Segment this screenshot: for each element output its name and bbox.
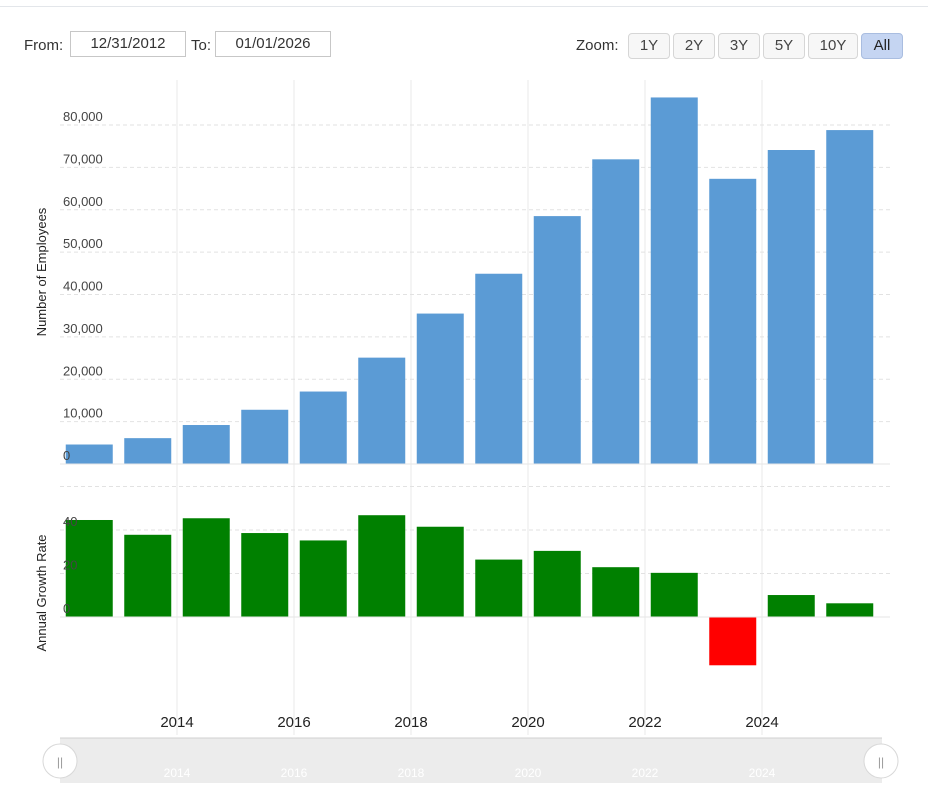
navigator-left-handle-grip: || [57,755,63,769]
growth-bar[interactable] [709,617,757,666]
employees-y-tick-label: 40,000 [63,279,103,294]
x-tick-label: 2022 [628,714,661,731]
employees-bar[interactable] [709,178,757,464]
navigator-tick-label: 2016 [281,766,308,780]
employees-y-tick-label: 80,000 [63,109,103,124]
growth-bar[interactable] [533,550,581,617]
employees-bar[interactable] [241,409,289,464]
employees-bar[interactable] [65,444,113,464]
x-tick-labels: 2014 2016 2018 2020 2022 2024 [160,714,778,731]
employees-y-tick-label: 50,000 [63,236,103,251]
x-tick-label: 2018 [394,714,427,731]
employees-y-tick-labels: 0 10,000 20,000 30,000 40,000 50,000 60,000 70,… [63,109,103,463]
employees-bar[interactable] [650,97,698,465]
growth-bar[interactable] [182,518,230,617]
navigator-right-handle[interactable]: || [863,743,899,779]
employees-y-tick-label: 60,000 [63,194,103,209]
growth-bar[interactable] [241,533,289,617]
from-date-input[interactable]: 12/31/2012 [70,31,186,57]
zoom-2y-button[interactable]: 2Y [673,33,715,59]
x-tick-label: 2016 [277,714,310,731]
growth-bar[interactable] [650,572,698,617]
navigator-right-handle-grip: || [878,755,884,769]
x-gridlines [176,80,763,735]
growth-y-tick-label: 20 [63,558,77,573]
growth-y-gridlines [60,486,890,574]
growth-bar[interactable] [416,526,464,617]
employees-y-tick-label: 20,000 [63,363,103,378]
navigator-tick-labels: 2014 2016 2018 2020 2022 2024 [164,766,776,780]
range-selector: From: 12/31/2012 To: 01/01/2026 Zoom: 1Y… [0,30,928,62]
growth-y-axis-label: Annual Growth Rate [34,534,49,651]
to-label: To: [191,37,212,54]
navigator-tick-label: 2014 [164,766,191,780]
employees-y-tick-label: 10,000 [63,406,103,421]
to-date-input[interactable]: 01/01/2026 [215,31,331,57]
growth-y-tick-labels: 0 20 40 [63,514,77,616]
navigator-left-handle[interactable]: || [42,743,78,779]
employees-bar[interactable] [826,130,874,464]
employees-y-gridlines [60,124,890,423]
navigator-tick-label: 2024 [749,766,776,780]
growth-bars [65,515,874,666]
x-tick-label: 2020 [511,714,544,731]
employees-bar[interactable] [533,216,581,464]
zoom-3y-button[interactable]: 3Y [718,33,760,59]
employees-bar[interactable] [475,273,523,464]
employees-y-tick-label: 30,000 [63,321,103,336]
employees-bar[interactable] [182,425,230,464]
growth-bar[interactable] [299,540,347,617]
growth-y-tick-label: 0 [63,601,70,616]
zoom-5y-button[interactable]: 5Y [763,33,805,59]
zoom-10y-button[interactable]: 10Y [808,33,858,59]
employees-bar[interactable] [767,150,815,464]
employees-bar[interactable] [124,438,172,464]
from-label: From: [24,37,64,54]
navigator-tick-label: 2022 [632,766,659,780]
employees-bar[interactable] [592,159,640,465]
growth-bar[interactable] [358,515,406,617]
employees-y-tick-label: 0 [63,448,70,463]
navigator-tick-label: 2018 [398,766,425,780]
employees-y-axis-label: Number of Employees [34,207,49,336]
employees-bar[interactable] [416,313,464,464]
employees-bar[interactable] [358,357,406,464]
growth-bar[interactable] [124,534,172,617]
zoom-label: Zoom: [576,37,619,54]
zoom-1y-button[interactable]: 1Y [628,33,670,59]
x-tick-label: 2024 [745,714,778,731]
growth-bar[interactable] [826,603,874,617]
employees-bars [65,97,874,465]
zoom-all-button[interactable]: All [861,33,903,59]
x-tick-label: 2014 [160,714,193,731]
top-border [0,6,928,7]
growth-y-tick-label: 40 [63,514,77,529]
employees-bar[interactable] [299,391,347,464]
growth-bar[interactable] [592,567,640,617]
growth-bar[interactable] [65,519,113,617]
navigator-track[interactable] [60,738,882,783]
employees-y-tick-label: 70,000 [63,151,103,166]
navigator-tick-label: 2020 [515,766,542,780]
growth-bar[interactable] [475,559,523,617]
growth-bar[interactable] [767,595,815,617]
